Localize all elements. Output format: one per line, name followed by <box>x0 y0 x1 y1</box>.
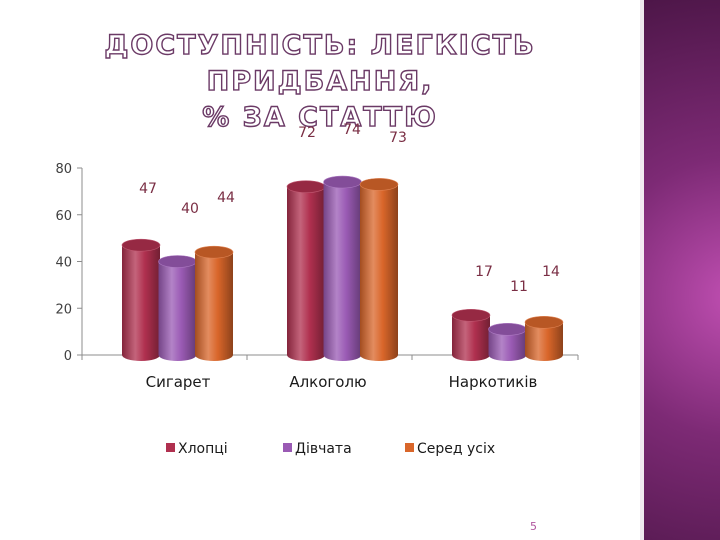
page-number: 5 <box>530 520 537 533</box>
x-category-label: Сигарет <box>146 373 211 391</box>
data-label: 72 <box>298 125 316 141</box>
legend-swatch <box>166 443 175 452</box>
bar-2-2 <box>323 182 362 361</box>
bar-cap-1-1 <box>121 238 161 252</box>
data-label: 40 <box>181 201 199 217</box>
data-label: 47 <box>139 181 157 197</box>
bar-cap-2-2 <box>323 175 362 189</box>
legend-label: Хлопці <box>178 441 228 457</box>
title-line-2: % ЗА СТАТТЮ <box>202 101 438 133</box>
x-category-label: Алкоголю <box>289 373 366 391</box>
legend-swatch <box>283 443 292 452</box>
slide-title: ДОСТУПНІСТЬ: ЛЕГКІСТЬ ПРИДБАННЯ, % ЗА СТ… <box>40 28 600 136</box>
title-line-1: ДОСТУПНІСТЬ: ЛЕГКІСТЬ ПРИДБАННЯ, <box>104 29 536 97</box>
y-tick-label: 40 <box>55 256 72 271</box>
bar-1-3 <box>195 252 233 361</box>
bar-cap-1-2 <box>158 255 197 268</box>
decorative-side-panel <box>640 0 720 540</box>
bar-cap-2-1 <box>286 180 326 193</box>
bar-cap-1-3 <box>194 245 234 259</box>
data-label: 73 <box>389 130 407 146</box>
bar-2-3 <box>360 184 398 361</box>
legend-label: Серед усіх <box>417 441 495 457</box>
data-label: 44 <box>217 190 235 206</box>
bar-cap-2-3 <box>359 178 399 191</box>
bar-3-2 <box>488 329 527 361</box>
bar-cap-3-1 <box>451 308 491 322</box>
x-category-label: Наркотиків <box>449 373 538 391</box>
data-label: 17 <box>475 264 493 280</box>
data-label: 14 <box>542 264 560 280</box>
side-panel-divider <box>640 0 644 540</box>
data-label: 11 <box>510 279 528 295</box>
legend-swatch <box>405 443 414 452</box>
legend-label: Дівчата <box>295 441 352 457</box>
data-label: 74 <box>343 122 361 138</box>
bar-3-1 <box>452 315 490 361</box>
y-tick-label: 20 <box>55 302 72 317</box>
y-tick-label: 0 <box>64 349 72 364</box>
bar-2-1 <box>287 186 325 361</box>
bar-chart: 0 20 40 60 80 47 40 44 Сигарет 72 74 73 Алкоголю 17 11… <box>55 122 579 457</box>
bar-cap-3-3 <box>524 315 564 329</box>
y-tick-label: 60 <box>55 209 72 224</box>
y-tick-label: 80 <box>55 162 72 177</box>
bar-1-2 <box>158 261 197 361</box>
bar-3-3 <box>525 322 563 361</box>
bar-1-1 <box>122 245 160 361</box>
bar-cap-3-2 <box>488 322 527 336</box>
